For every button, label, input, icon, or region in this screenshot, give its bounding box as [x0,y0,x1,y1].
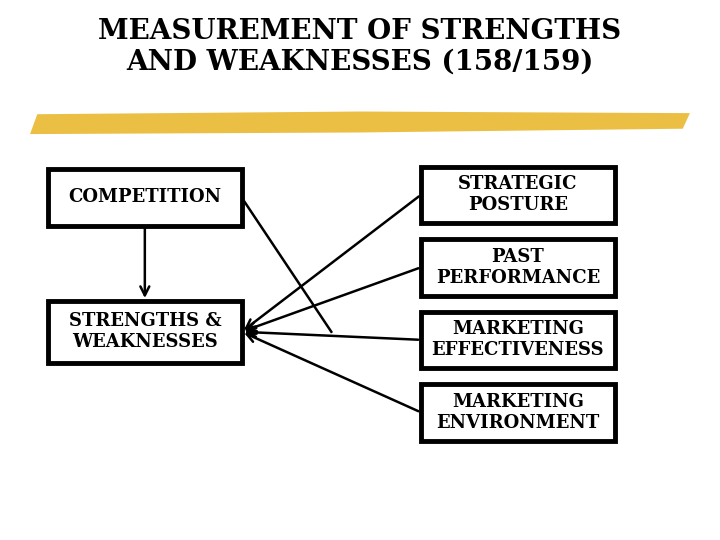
Text: PAST
PERFORMANCE: PAST PERFORMANCE [436,248,600,287]
FancyBboxPatch shape [48,301,242,363]
FancyBboxPatch shape [421,166,615,223]
Text: MEASUREMENT OF STRENGTHS
AND WEAKNESSES (158/159): MEASUREMENT OF STRENGTHS AND WEAKNESSES … [99,17,621,76]
Text: MARKETING
ENVIRONMENT: MARKETING ENVIRONMENT [436,393,600,432]
Polygon shape [30,112,690,134]
Text: STRATEGIC
POSTURE: STRATEGIC POSTURE [458,176,577,214]
FancyBboxPatch shape [421,239,615,295]
Text: MARKETING
EFFECTIVENESS: MARKETING EFFECTIVENESS [431,320,604,359]
FancyBboxPatch shape [421,312,615,368]
FancyBboxPatch shape [48,169,242,226]
Text: COMPETITION: COMPETITION [68,188,221,206]
Text: STRENGTHS &
WEAKNESSES: STRENGTHS & WEAKNESSES [68,312,221,351]
FancyBboxPatch shape [421,384,615,441]
